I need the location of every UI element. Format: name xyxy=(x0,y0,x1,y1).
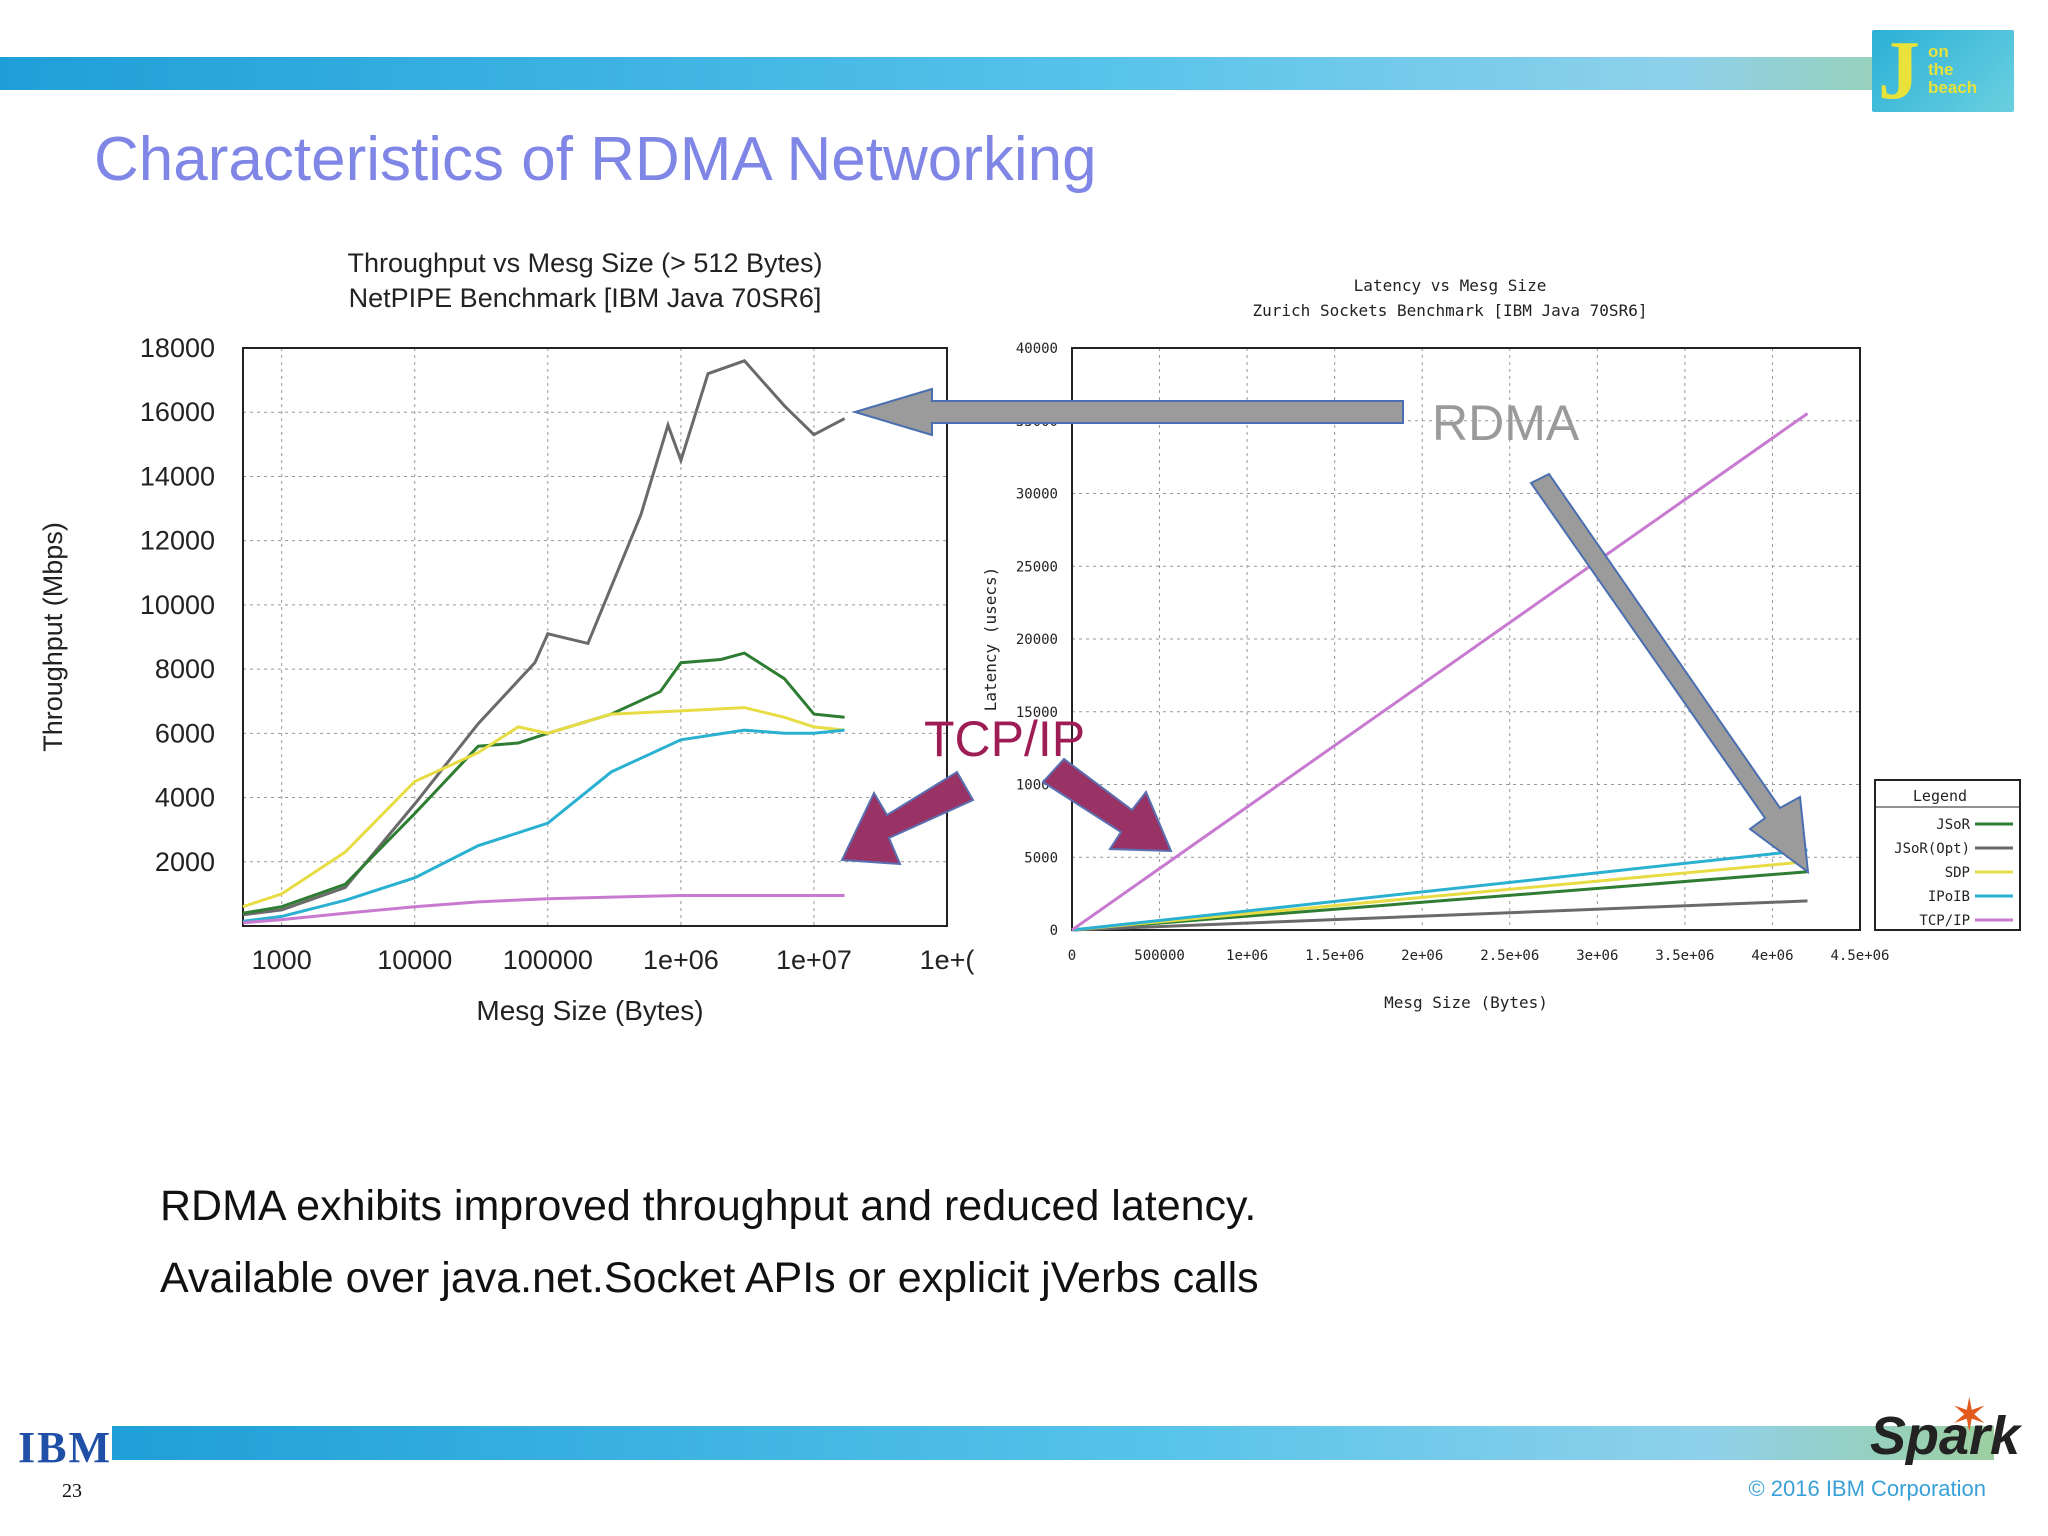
throughput-chart: Throughput vs Mesg Size (> 512 Bytes) Net… xyxy=(38,248,975,1026)
legend-label: SDP xyxy=(1945,865,1970,881)
y-tick-label: 8000 xyxy=(155,654,215,684)
x-tick-label: 3.5e+06 xyxy=(1655,948,1714,964)
spark-logo: Spark xyxy=(1870,1406,2021,1466)
plot-frame xyxy=(1071,347,1861,931)
legend-title: Legend xyxy=(1913,787,1967,805)
series-line-1 xyxy=(242,651,845,915)
legend-label: JSoR(Opt) xyxy=(1894,841,1970,857)
y-axis-label: Latency (usecs) xyxy=(981,567,1000,712)
latency-chart: Latency vs Mesg Size Zurich Sockets Bench… xyxy=(981,276,2021,1012)
series-line-2 xyxy=(1071,860,1808,932)
y-tick-label: 25000 xyxy=(1016,559,1058,575)
y-tick-label: 6000 xyxy=(155,718,215,748)
y-tick-label: 12000 xyxy=(140,526,215,556)
conference-logo: J on the beach xyxy=(1872,30,2014,112)
legend-box xyxy=(1874,779,2021,931)
x-tick-label: 10000 xyxy=(377,945,452,975)
series-line-0 xyxy=(1071,870,1808,932)
y-tick-label: 10000 xyxy=(140,590,215,620)
x-axis-label: Mesg Size (Bytes) xyxy=(1384,993,1548,1012)
y-tick-label: 30000 xyxy=(1016,487,1058,503)
x-tick-label: 1e+06 xyxy=(643,945,719,975)
y-tick-label: 2000 xyxy=(155,847,215,877)
x-tick-label: 1e+( xyxy=(920,945,975,975)
chart-subtitle: Zurich Sockets Benchmark [IBM Java 70SR6… xyxy=(1253,301,1648,320)
series-line-4 xyxy=(1071,412,1809,932)
y-tick-label: 18000 xyxy=(140,333,215,363)
page-title: Characteristics of RDMA Networking xyxy=(94,125,1097,194)
bullet-text: Available over java.net.Socket APIs or e… xyxy=(160,1254,1259,1302)
plot-frame xyxy=(242,347,948,927)
series-line-2 xyxy=(242,706,845,909)
x-axis-label: Mesg Size (Bytes) xyxy=(476,995,703,1026)
y-tick-label: 5000 xyxy=(1024,850,1058,866)
x-tick-label: 3e+06 xyxy=(1576,948,1618,964)
chart-title: Throughput vs Mesg Size (> 512 Bytes) xyxy=(348,248,823,278)
y-tick-label: 14000 xyxy=(140,461,215,491)
legend-label: IPoIB xyxy=(1928,889,1970,905)
y-tick-label: 20000 xyxy=(1016,632,1058,648)
series-line-0 xyxy=(242,359,846,917)
x-tick-label: 4e+06 xyxy=(1751,948,1793,964)
series-line-3 xyxy=(1071,848,1808,932)
y-tick-label: 10000 xyxy=(1016,778,1058,794)
y-tick-label: 40000 xyxy=(1016,341,1058,357)
chart-title: Latency vs Mesg Size xyxy=(1354,276,1547,295)
y-tick-label: 16000 xyxy=(140,397,215,427)
page-number: 23 xyxy=(62,1480,82,1502)
legend-label: JSoR xyxy=(1936,817,1970,833)
y-tick-label: 0 xyxy=(1050,923,1058,939)
copyright-text: © 2016 IBM Corporation xyxy=(1748,1476,1986,1501)
chart-subtitle: NetPIPE Benchmark [IBM Java 70SR6] xyxy=(349,283,822,313)
legend-label: TCP/IP xyxy=(1919,913,1970,929)
ibm-logo: IBM xyxy=(18,1423,112,1472)
y-tick-label: 15000 xyxy=(1016,705,1058,721)
y-axis-label: Throughput (Mbps) xyxy=(38,522,68,752)
x-tick-label: 1e+07 xyxy=(776,945,852,975)
series-line-3 xyxy=(242,728,845,923)
bullet-text: RDMA exhibits improved throughput and re… xyxy=(160,1182,1257,1230)
y-tick-label: 35000 xyxy=(1016,414,1058,430)
x-tick-label: 0 xyxy=(1068,948,1076,964)
series-line-4 xyxy=(242,894,845,925)
y-tick-label: 4000 xyxy=(155,783,215,813)
series-line-1 xyxy=(1071,899,1808,932)
x-tick-label: 4.5e+06 xyxy=(1830,948,1889,964)
x-tick-label: 1e+06 xyxy=(1226,948,1268,964)
x-tick-label: 500000 xyxy=(1134,948,1185,964)
x-tick-label: 100000 xyxy=(503,945,593,975)
tcpip-callout-label: TCP/IP xyxy=(924,711,1086,767)
spark-star-icon: ✶ xyxy=(1950,1389,1989,1441)
x-tick-label: 2.5e+06 xyxy=(1480,948,1539,964)
rdma-callout-label: RDMA xyxy=(1432,395,1580,451)
top-decor-band xyxy=(0,57,1985,90)
x-tick-label: 1.5e+06 xyxy=(1305,948,1364,964)
bottom-decor-band xyxy=(112,1426,1994,1460)
x-tick-label: 2e+06 xyxy=(1401,948,1443,964)
x-tick-label: 1000 xyxy=(252,945,312,975)
